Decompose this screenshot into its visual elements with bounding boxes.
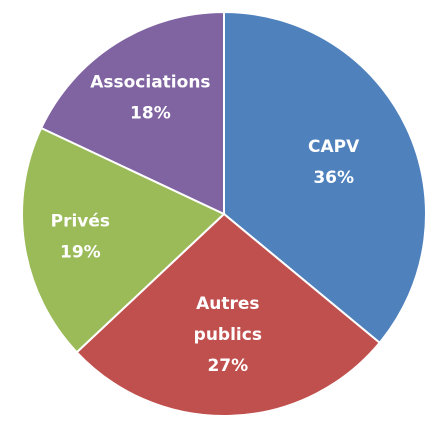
pie-slice [39,10,225,216]
value-label: 18% [130,104,171,124]
pie-slice [75,212,382,417]
category-label: CAPV [308,137,360,157]
value-label: 27% [207,356,248,376]
pie-slice [21,126,226,354]
value-label: 19% [60,242,101,262]
category-label: Associations [90,73,210,93]
value-label: 36% [313,168,354,188]
slice-label: CAPV 36% [308,137,360,188]
category-label: Privés [51,211,110,231]
slice-label: Associations 18% [90,73,210,124]
pie-slice [223,10,427,345]
slice-label: Privés 19% [51,211,110,262]
category-label: Autres publics [194,294,262,345]
slice-label: Autres publics 27% [194,294,262,376]
